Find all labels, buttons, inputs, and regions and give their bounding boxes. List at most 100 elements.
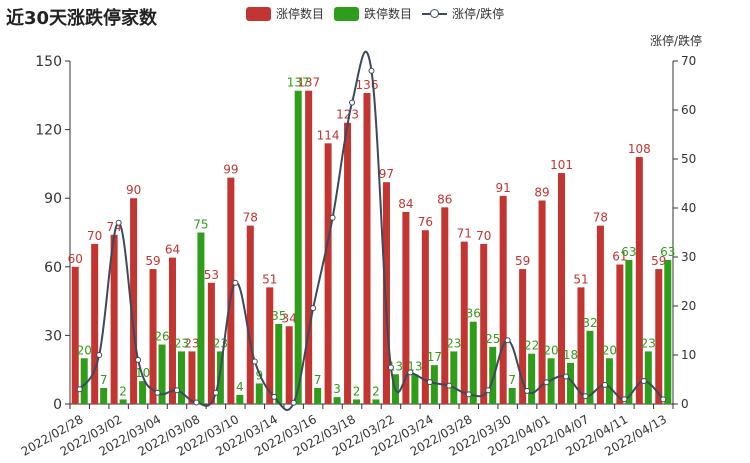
data-label-limit-down: 63 [621,245,636,259]
ratio-point [621,396,628,403]
data-label-limit-up: 64 [165,243,180,257]
y-tick-label: 120 [35,123,62,139]
y2-tick-label: 20 [681,299,696,313]
data-label-limit-up: 59 [651,254,666,268]
bar-limit-down [294,90,302,404]
data-label-limit-down: 7 [100,373,108,387]
bar-limit-down [605,358,613,404]
ratio-point [446,382,453,389]
data-label-limit-down: 2 [372,384,380,398]
data-label-limit-up: 23 [184,336,199,350]
ratio-line [78,50,665,411]
bar-limit-up [71,266,79,404]
y2-tick-label: 0 [681,397,689,411]
ratio-point [582,393,589,400]
data-label-limit-down: 17 [427,350,442,364]
bar-limit-up [616,264,624,404]
ratio-point [368,67,375,74]
data-label-limit-up: 99 [223,163,238,177]
data-label-limit-up: 114 [317,128,340,142]
data-label-limit-up: 60 [68,252,83,266]
bar-limit-up [519,269,527,404]
legend-item-ratio[interactable]: 涨停/跌停 [422,5,504,22]
bar-limit-down [314,387,322,404]
bar-limit-up [285,326,293,404]
y-tick-label: 0 [53,397,62,413]
ratio-point [115,219,122,226]
bar-limit-up [266,287,274,404]
y-tick-label: 150 [35,54,62,70]
ratio-point [154,389,161,396]
bar-limit-down [333,397,341,404]
data-label-limit-down: 20 [543,343,558,357]
data-label-limit-down: 35 [271,309,286,323]
bar-limit-down [586,330,594,404]
y2-tick-label: 70 [681,54,696,68]
data-label-limit-up: 51 [262,272,277,286]
data-label-limit-up: 123 [336,108,359,122]
bar-limit-up [655,269,663,404]
data-label-limit-down: 2 [353,384,361,398]
data-label-limit-down: 25 [485,332,500,346]
legend-item-limit-down[interactable]: 跌停数目 [334,5,412,22]
ratio-point [563,373,570,380]
data-label-limit-up: 53 [204,268,219,282]
data-label-limit-up: 91 [496,181,511,195]
data-label-limit-up: 59 [515,254,530,268]
data-label-limit-up: 76 [418,215,433,229]
data-label-limit-down: 23 [174,336,189,350]
y-tick-label: 30 [44,328,62,344]
ratio-point [290,399,297,406]
bar-limit-up [558,173,566,404]
bar-limit-up [480,243,488,404]
data-label-limit-down: 20 [602,343,617,357]
ratio-point [173,387,180,394]
bar-limit-up [168,257,176,404]
data-label-limit-up: 34 [282,311,297,325]
legend: 涨停数目 跌停数目 涨停/跌停 [246,5,514,22]
data-label-limit-up: 137 [297,76,320,90]
data-label-limit-down: 36 [466,307,481,321]
data-label-limit-up: 86 [437,192,452,206]
ratio-point [329,214,336,221]
bar-limit-up [577,287,585,404]
bar-limit-down [372,399,380,404]
chart-title: 近30天涨跌停家数 [6,8,158,29]
bar-limit-down [469,321,477,404]
ratio-point [212,389,219,396]
bar-limit-down [275,323,283,404]
bar-limit-up [382,182,390,404]
bar-limit-up [635,157,643,404]
y2-tick-label: 30 [681,250,696,264]
legend-swatch-limit-down [334,6,360,21]
bar-limit-up [188,351,196,404]
ratio-point [310,305,317,312]
bar-limit-down [625,259,633,404]
legend-item-limit-up[interactable]: 涨停数目 [246,5,324,22]
ratio-point [504,337,511,344]
ratio-point [465,391,472,398]
bar-limit-down [489,346,497,404]
legend-label-limit-down: 跌停数目 [364,7,413,21]
data-label-limit-down: 2 [119,384,127,398]
data-label-limit-down: 7 [314,373,322,387]
bar-limit-up [130,198,138,404]
y2-tick-label: 60 [681,103,696,117]
ratio-point [271,393,278,400]
data-label-limit-up: 89 [534,185,549,199]
data-label-limit-down: 75 [193,218,208,232]
bar-limit-down [80,358,88,404]
bar-limit-up [246,225,254,404]
data-label-limit-up: 51 [573,272,588,286]
ratio-point [349,99,356,106]
data-label-limit-down: 4 [236,380,244,394]
bar-limit-up [499,195,507,404]
data-label-limit-up: 71 [457,227,472,241]
bar-limit-down [353,399,361,404]
ratio-point [232,279,239,286]
data-label-limit-up: 108 [628,142,651,156]
ratio-point [485,387,492,394]
bar-limit-up [421,230,429,404]
right-axis-label: 涨停/跌停 [649,34,702,48]
bar-limit-up [324,143,332,404]
